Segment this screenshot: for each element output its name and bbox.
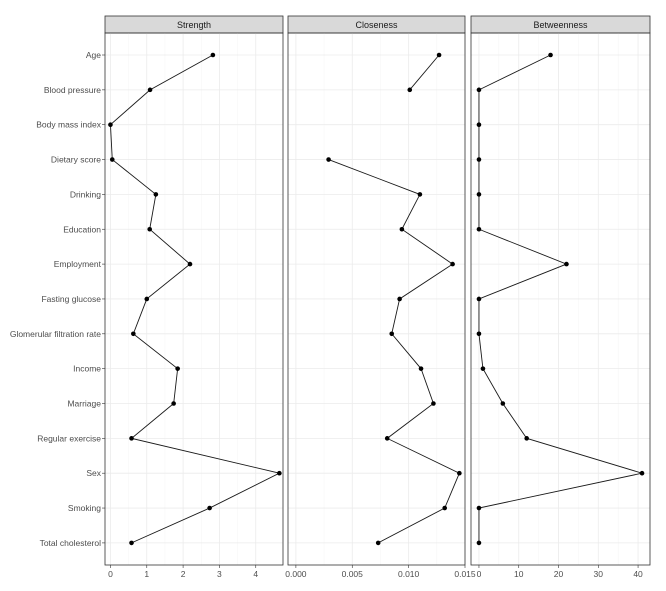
- y-tick-label: Sex: [86, 468, 101, 478]
- data-point: [108, 122, 113, 127]
- panel-strength: Strength 0 1 2 3 4: [104, 15, 284, 579]
- data-point: [476, 296, 482, 302]
- y-tick-label: Body mass index: [36, 120, 101, 130]
- data-point: [476, 226, 482, 232]
- y-tick-label: Dietary score: [51, 155, 101, 165]
- y-tick-label: Blood pressure: [44, 85, 101, 95]
- y-tick-label: Fasting glucose: [41, 294, 101, 304]
- x-tick-label: 20: [554, 569, 564, 579]
- data-point: [417, 192, 423, 197]
- data-point: [407, 87, 413, 93]
- panel-closeness: Closeness 0.000 0.005 0.010 0.015: [285, 15, 476, 579]
- data-point: [277, 470, 282, 476]
- x-tick-label: 2: [181, 569, 186, 579]
- x-tick-label: 0.010: [398, 569, 420, 579]
- data-point: [175, 366, 180, 371]
- panel-border: [104, 32, 284, 566]
- series-line: [409, 54, 440, 91]
- x-tick-label: 40: [633, 569, 643, 579]
- x-tick-label: 0.005: [342, 569, 364, 579]
- data-point: [399, 226, 405, 232]
- data-point: [210, 52, 216, 58]
- data-point: [431, 401, 436, 406]
- data-point: [639, 470, 645, 476]
- data-point: [476, 87, 482, 93]
- data-point: [476, 331, 482, 337]
- y-tick-label: Age: [86, 50, 101, 60]
- series-line: [328, 159, 460, 544]
- y-tick-label: Regular exercise: [37, 433, 101, 443]
- data-point: [131, 331, 136, 337]
- data-point: [153, 192, 159, 197]
- data-point: [147, 226, 152, 232]
- data-point: [109, 157, 115, 162]
- facet-title: Closeness: [355, 20, 398, 30]
- data-point: [524, 436, 529, 441]
- data-point: [384, 436, 390, 441]
- x-tick-label: 10: [514, 569, 524, 579]
- data-point: [171, 401, 176, 406]
- x-tick-label: 30: [594, 569, 604, 579]
- data-point: [207, 505, 212, 511]
- x-tick-label: 0: [477, 569, 482, 579]
- data-point: [397, 296, 402, 302]
- data-point: [129, 540, 134, 546]
- data-point: [476, 540, 482, 546]
- data-point: [450, 261, 455, 267]
- data-point: [480, 366, 486, 371]
- x-tick-label: 0.000: [285, 569, 307, 579]
- y-tick-label: Smoking: [68, 503, 101, 513]
- y-tick-label: Marriage: [67, 399, 101, 409]
- facet-title: Strength: [177, 20, 211, 30]
- data-point: [375, 540, 381, 546]
- x-tick-label: 1: [144, 569, 149, 579]
- data-point: [442, 505, 448, 511]
- facet-title: Betweenness: [533, 20, 588, 30]
- x-tick-label: 4: [253, 569, 258, 579]
- y-tick-label: Total cholesterol: [40, 538, 102, 548]
- x-tick-label: 3: [217, 569, 222, 579]
- y-tick-label: Employment: [54, 259, 102, 269]
- panel-border: [470, 32, 651, 566]
- data-point: [144, 296, 150, 302]
- data-point: [129, 436, 134, 441]
- data-point: [436, 52, 442, 58]
- panel-betweenness: Betweenness 0 10 20 30 40: [470, 15, 651, 579]
- data-point: [564, 261, 569, 267]
- y-tick-label: Education: [63, 224, 101, 234]
- data-point: [548, 52, 553, 58]
- y-tick-label: Income: [73, 364, 101, 374]
- panel-border: [287, 32, 466, 566]
- data-point: [147, 87, 153, 93]
- data-point: [476, 122, 482, 127]
- data-point: [326, 157, 331, 162]
- y-tick-label: Drinking: [70, 189, 101, 199]
- x-tick-label: 0: [108, 569, 113, 579]
- x-tick-label: 0.015: [454, 569, 476, 579]
- data-point: [418, 366, 424, 371]
- data-point: [389, 331, 395, 337]
- data-point: [476, 157, 482, 162]
- data-point: [476, 505, 482, 511]
- data-point: [457, 470, 462, 476]
- data-point: [476, 192, 482, 197]
- y-tick-label: Glomerular filtration rate: [10, 329, 101, 339]
- data-point: [187, 261, 193, 267]
- data-point: [500, 401, 506, 406]
